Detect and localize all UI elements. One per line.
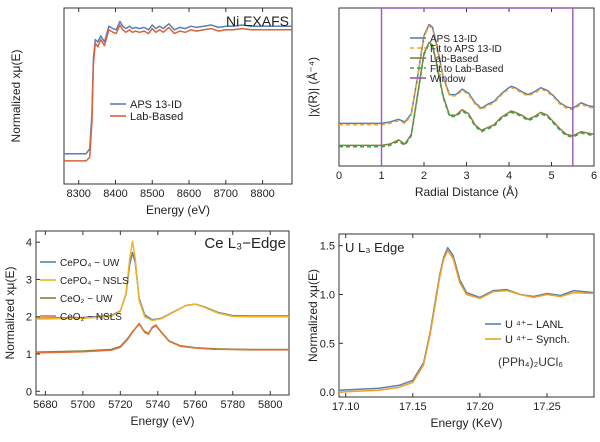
legend-label: CeO₂ − NSLS (60, 312, 122, 323)
series-line-2 (339, 25, 594, 126)
x-tick-label: 5740 (146, 399, 170, 411)
series-line-2 (339, 249, 594, 393)
x-tick-label: 8400 (103, 188, 127, 200)
x-tick-label: 1 (378, 170, 384, 182)
x-tick-label: 8600 (177, 188, 201, 200)
x-tick-label: 17.25 (533, 401, 561, 413)
x-tick-label: 8300 (66, 188, 90, 200)
legend-label: Fit to Lab-Based (430, 64, 503, 75)
y-tick-label: 1.0 (320, 290, 335, 302)
x-tick-label: 2 (421, 170, 427, 182)
series-line-1 (339, 246, 594, 391)
legend-label: Lab-Based (130, 111, 183, 123)
chart-panel-4: 17.10 17.15 17.20 17.25 0.0 0.5 1.0 1.5 Energy (… (306, 233, 595, 430)
x-tick-label: 4 (506, 170, 512, 182)
y-tick-label: 4 (26, 237, 32, 249)
compound-annotation: (PPh₄)₂UCl₆ (498, 355, 563, 369)
plot-frame (338, 233, 595, 398)
x-tick-label: 17.15 (399, 401, 427, 413)
x-axis-label: Energy (KeV) (430, 416, 502, 430)
x-axis-label: Energy (eV) (146, 203, 210, 217)
y-tick-label: 0 (26, 386, 32, 398)
legend-label: APS 13-ID (130, 99, 182, 111)
chart-panel-3: 5680 5700 5720 5740 5760 5780 5800 0 1 2 3 4 Energy … (3, 230, 290, 428)
series-group (36, 240, 289, 354)
y-axis-label: Normalized xμ(E) (9, 50, 23, 143)
x-tick-label: 17.10 (332, 401, 360, 413)
legend-label: U ⁴⁺− LANL (505, 319, 564, 331)
x-tick-label: 5720 (108, 399, 132, 411)
y-tick-label: 1 (26, 349, 32, 361)
x-tick-label: 8500 (140, 188, 164, 200)
series-line-3 (36, 323, 289, 353)
series-group (339, 246, 594, 393)
series-line-4 (339, 42, 594, 148)
y-tick-label: 1.5 (320, 241, 335, 253)
x-tick-label: 5760 (183, 399, 207, 411)
legend-label: U ⁴⁺− Synch. (505, 334, 570, 346)
chart-title: Ce L₃−Edge (204, 235, 286, 252)
legend: CePO₄ − UW CePO₄ − NSLS CeO₂ − UW CeO₂ − NS… (40, 258, 129, 323)
series-line-2 (36, 240, 289, 322)
x-tick-label: 0 (336, 170, 342, 182)
y-tick-label: 3 (26, 274, 32, 286)
y-axis-label: Normalized xμ(E) (306, 269, 320, 362)
x-tick-label: 5680 (33, 399, 57, 411)
x-tick-label: 5700 (71, 399, 95, 411)
x-tick-label: 5 (548, 170, 554, 182)
x-axis-label: Radial Distance (Å) (415, 184, 518, 199)
chart-title: Ni EXAFS (226, 13, 289, 29)
y-axis-label: Normalized xμ(E) (3, 267, 17, 360)
series-line-2 (64, 24, 292, 162)
series-line-1 (64, 20, 292, 155)
plot-frame (35, 230, 290, 396)
x-axis-label: Energy (eV) (130, 414, 194, 428)
x-tick-label: 8700 (214, 188, 238, 200)
x-tick-label: 8800 (250, 188, 274, 200)
series-line-3 (339, 41, 594, 147)
x-tick-label: 5780 (221, 399, 245, 411)
series-group (64, 20, 292, 162)
y-tick-label: 0.5 (320, 338, 335, 350)
series-line-5 (380, 8, 574, 166)
legend: U ⁴⁺− LANL U ⁴⁺− Synch. (485, 319, 570, 346)
y-tick-label: 0.0 (320, 387, 335, 399)
y-tick-label: 2 (26, 312, 32, 324)
plot-frame (63, 7, 293, 185)
legend-label: Fit to APS 13-ID (430, 44, 502, 55)
x-tick-label: 5800 (258, 399, 282, 411)
x-tick-label: 3 (463, 170, 469, 182)
x-tick-label: 6 (591, 170, 597, 182)
chart-title: U L₃ Edge (345, 240, 405, 255)
series-line-4 (36, 322, 289, 354)
legend-label: CePO₄ − UW (60, 258, 120, 269)
chart-panel-1: 8300 8400 8500 8600 8700 8800 Energy (eV) Norma… (9, 7, 293, 217)
x-tick-label: 17.20 (466, 401, 494, 413)
plot-frame (338, 7, 595, 167)
legend-label: Lab-Based (430, 54, 478, 65)
legend-label: CeO₂ − UW (60, 294, 113, 305)
series-group (339, 8, 594, 166)
legend-label: APS 13-ID (430, 34, 477, 45)
legend-label: CePO₄ − NSLS (60, 276, 129, 287)
chart-panel-2: 0 1 2 3 4 5 6 Radial Distance (Å) |χ(R)| (Å⁻⁴) AP… (305, 7, 597, 199)
y-axis-label: |χ(R)| (Å⁻⁴) (305, 57, 320, 117)
legend-label: Window (430, 74, 466, 85)
